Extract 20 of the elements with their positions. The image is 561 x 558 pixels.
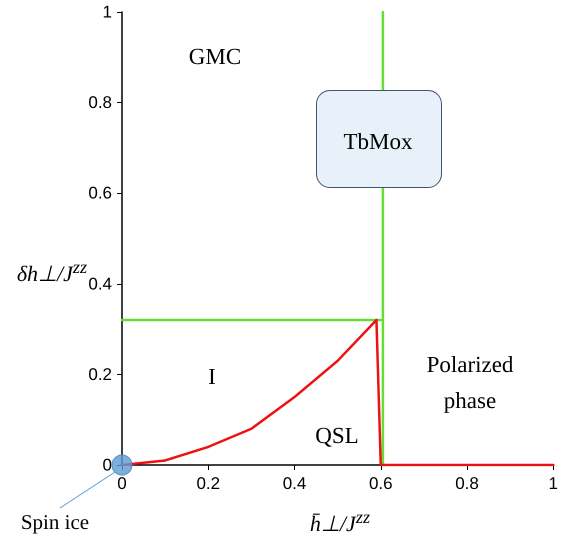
x-tick-label: 0.8	[455, 474, 479, 493]
y-tick-label: 0.6	[88, 184, 112, 203]
x-tick-label: 0	[117, 474, 127, 493]
text: Spin ice	[20, 509, 90, 536]
annotation: QSL	[315, 422, 359, 450]
x-tick-label: 1	[548, 474, 558, 493]
x-tick-label: 0.6	[368, 474, 393, 493]
annotation: TbMox	[344, 128, 412, 156]
y-axis-title: δh⊥/J$^{zz}$	[16, 256, 88, 288]
annotation: Polarized phase	[426, 351, 514, 415]
annotation: GMC	[188, 43, 242, 71]
y-tick-label: 0	[102, 456, 112, 474]
annotation: I	[208, 363, 216, 391]
x-tick-label: 0.4	[282, 474, 306, 493]
y-tick-label: 0.2	[88, 364, 112, 384]
y-tick-label: 0.4	[88, 274, 112, 294]
y-tick-label: 1	[102, 2, 112, 22]
x-tick-label: 0.2	[196, 474, 220, 493]
x-axis-title: h̄⊥/J$^{zz}$	[310, 506, 370, 538]
y-tick-label: 0.8	[88, 93, 112, 112]
